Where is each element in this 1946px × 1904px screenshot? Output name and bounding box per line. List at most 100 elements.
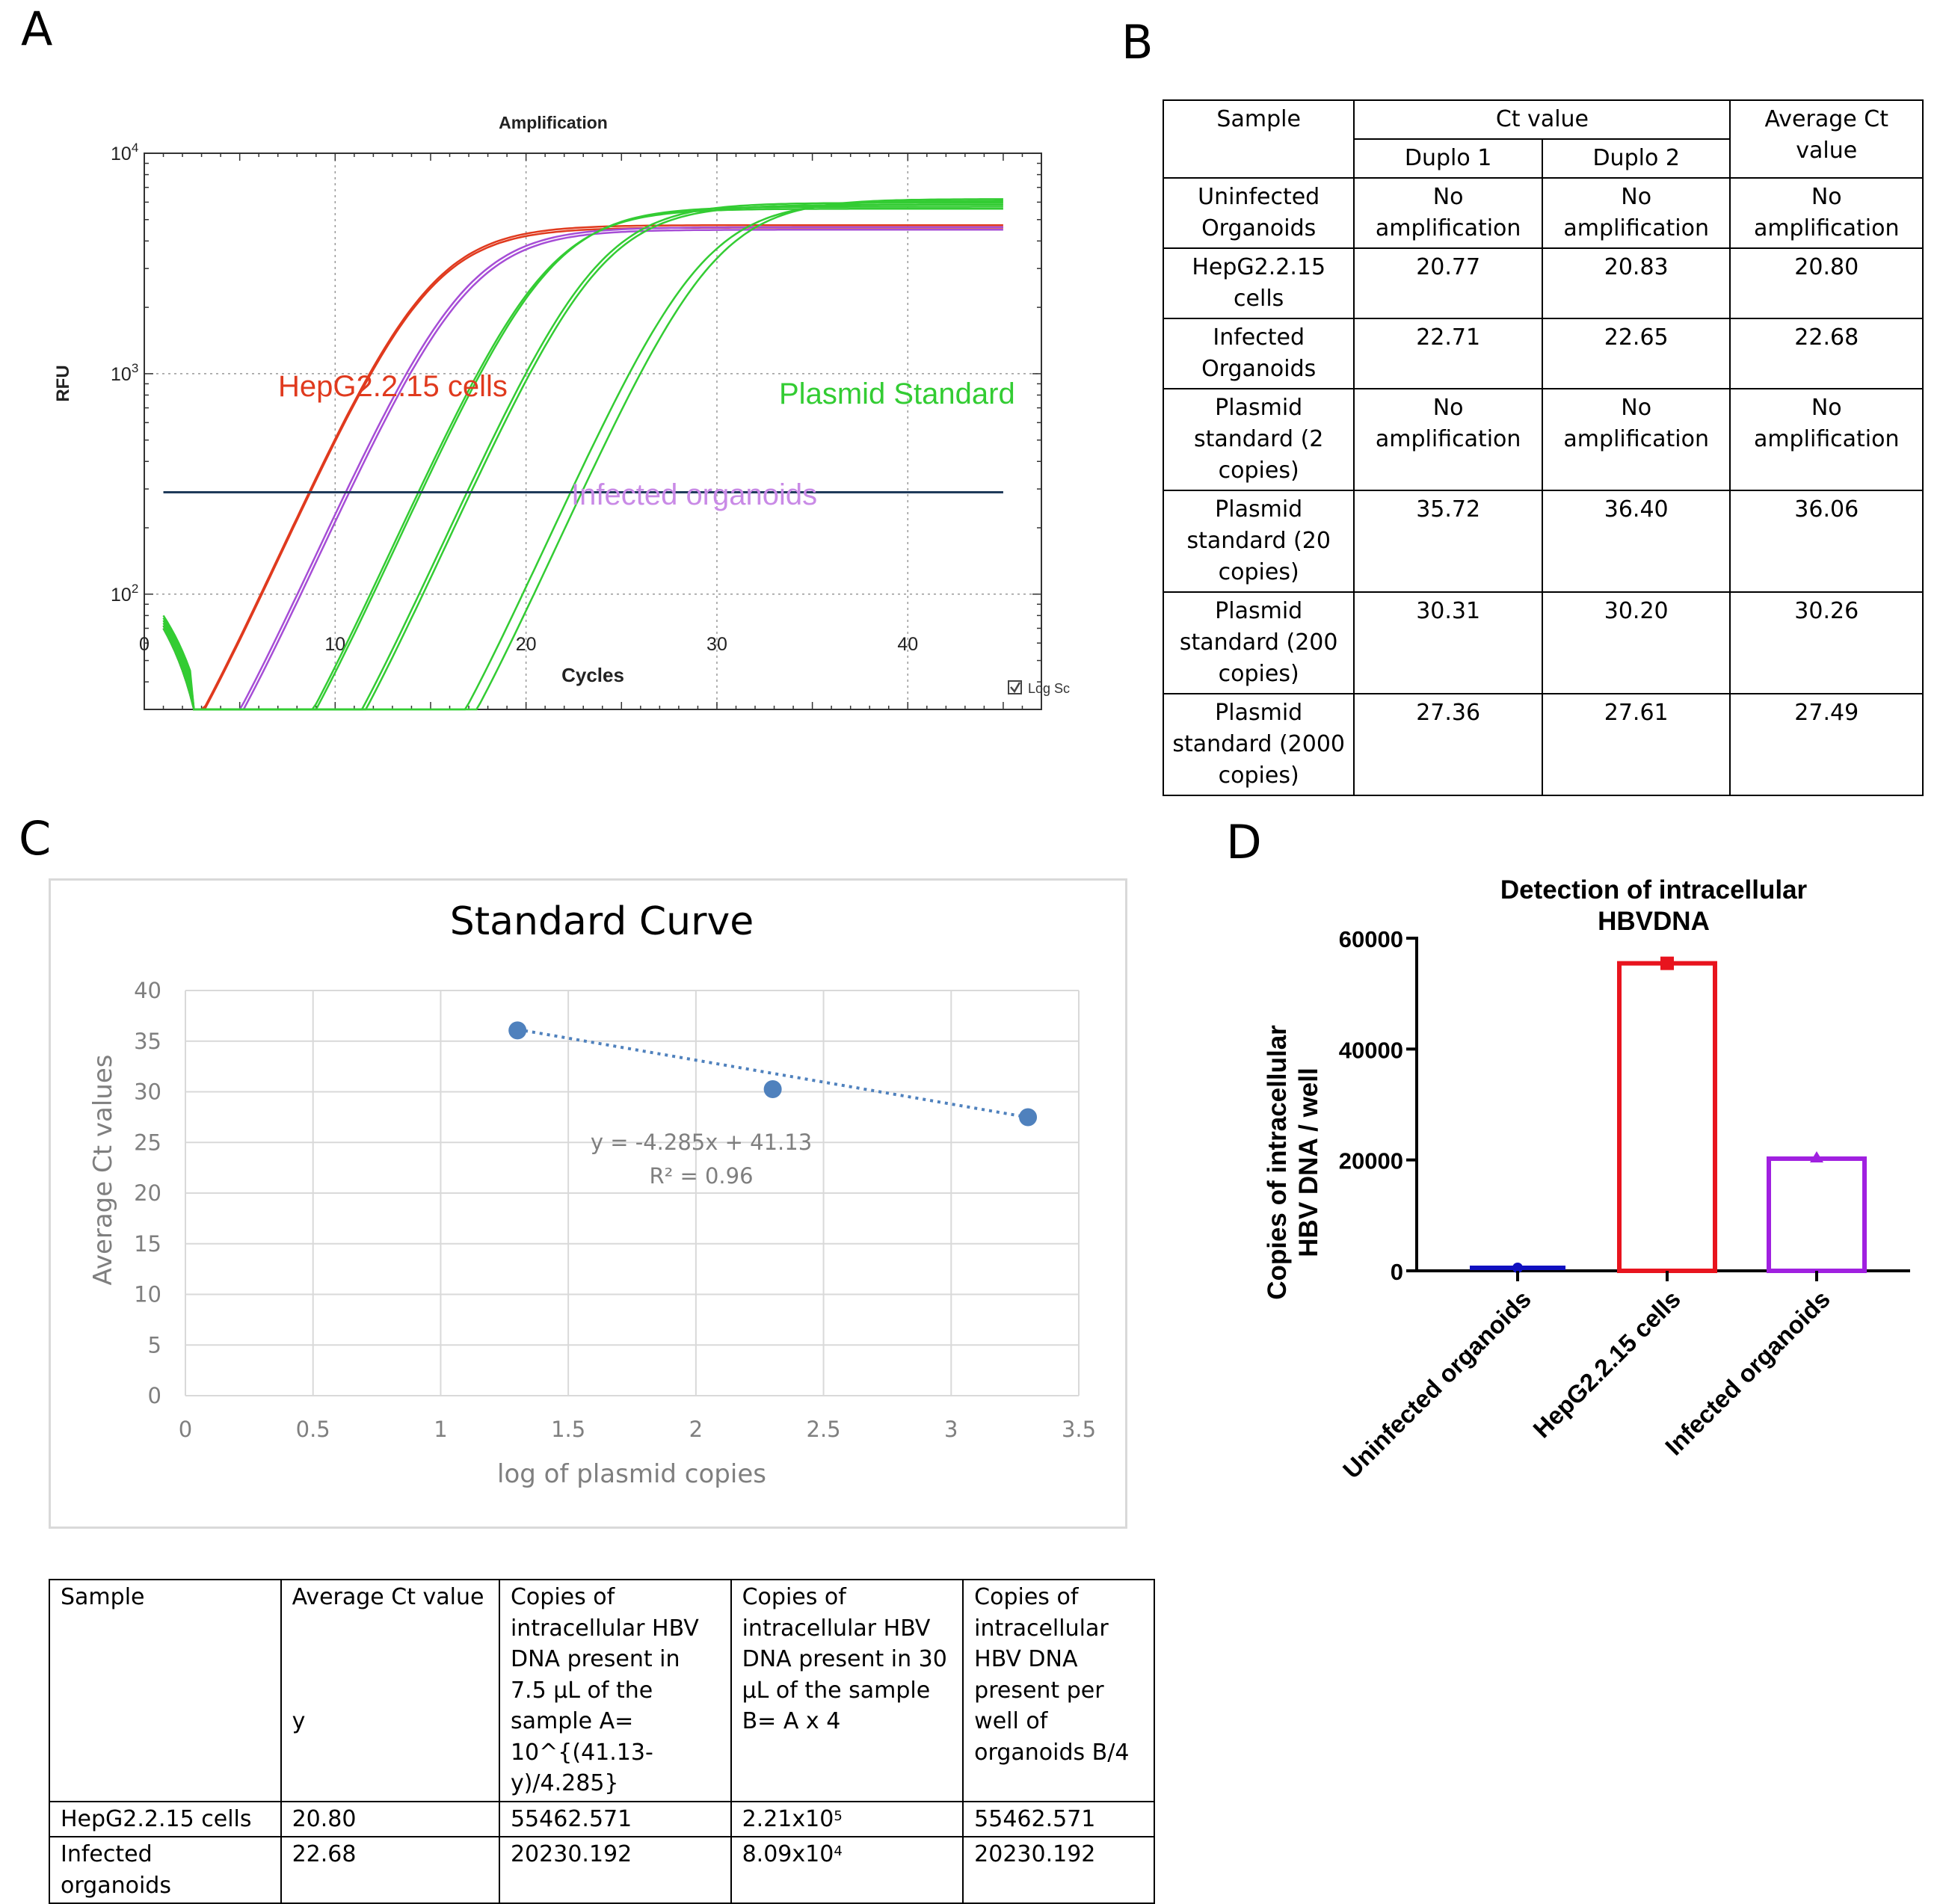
bar [1617,961,1717,1274]
y-tick-label: 5 [148,1332,161,1358]
cell-duplo1: 30.31 [1353,591,1543,694]
trendline-equation: y = -4.285x + 41.13 [591,1130,812,1155]
cell-duplo1: 22.71 [1353,318,1543,389]
cell-sample: Uninfected Organoids [1162,177,1355,249]
cell-sample: Plasmid standard (2000 copies) [1162,693,1355,796]
data-point-marker [1660,956,1674,970]
cell-sample: Infected organoids [49,1836,282,1904]
x-tick-label: 0.5 [296,1417,330,1442]
y-tick-label: 104 [111,141,138,164]
header-average: Average Ct value [1729,99,1924,179]
x-tick-label: 30 [706,634,727,655]
cell-ct: 20.80 [280,1800,500,1837]
panel-label-c: C [19,811,52,866]
header-sample-label: Sample [61,1584,145,1610]
cell-sample: Plasmid standard (20 copies) [1162,490,1355,593]
cell-copies-a: 55462.571 [498,1800,732,1837]
amplification-curve [162,226,1003,711]
cell-duplo1: No amplification [1353,177,1543,249]
bar-chart-title: Detection of intracellular HBVDNA [1500,875,1808,936]
cell-copies-a: 20230.192 [498,1836,732,1904]
cell-average: 30.26 [1729,591,1924,694]
data-point [1019,1108,1038,1127]
annotation-hepg2: HepG2.2.15 cells [278,370,508,403]
cell-average: 27.49 [1729,693,1924,796]
y-tick-label: 40000 [1339,1037,1403,1063]
x-axis-label: Cycles [561,664,624,686]
copies-b-exponent: 4 [834,1843,843,1859]
cell-sample: Plasmid standard (2 copies) [1162,388,1355,491]
y-tick-label: 25 [134,1130,161,1155]
cell-duplo2: 36.40 [1541,490,1731,593]
y-tick-label: 10 [134,1282,161,1307]
bar [1767,1156,1867,1273]
table-row: Plasmid standard (20 copies) 35.72 36.40… [1162,490,1924,593]
header-copies-a: Copies of intracellular HBV DNA present … [498,1579,732,1802]
cell-average: 20.80 [1729,247,1924,319]
formula-a: A= 10^{(41.13-y)/4.285} [510,1708,653,1796]
ct-value-table: Sample Ct value Average Ct value Duplo 1… [1162,99,1924,796]
table-row: Infected organoids 22.68 20230.192 8.09x… [49,1836,1155,1904]
table-row: HepG2.2.15 cells 20.77 20.83 20.80 [1162,247,1924,319]
copies-b-exponent: 5 [834,1808,843,1824]
data-point [508,1021,527,1040]
table-row: Plasmid standard (2 copies) No amplifica… [1162,388,1924,491]
x-tick-label: 3 [944,1417,958,1442]
table-row: Plasmid standard (2000 copies) 27.36 27.… [1162,693,1924,796]
panel-label-d: D [1226,815,1262,869]
copies-b-mantissa: 8.09x10 [742,1841,834,1867]
cell-duplo2: 27.61 [1541,693,1731,796]
cell-duplo2: No amplification [1541,388,1731,491]
standard-curve-chart: Standard Curve 0 5 10 15 20 25 30 35 40 0 0.5 1 1.5 2… [88,899,1096,1489]
log-scale-checkbox[interactable]: Log Sc [1008,680,1070,696]
cell-sample: HepG2.2.15 cells [1162,247,1355,319]
cell-average: 22.68 [1729,318,1924,389]
header-ct-value: Ct value [1353,99,1731,140]
x-axis-label: log of plasmid copies [497,1459,766,1489]
header-copies-b-label: Copies of intracellular HBV DNA present … [742,1584,947,1704]
cell-copies-well: 20230.192 [962,1836,1155,1904]
x-tick-label: 40 [897,634,918,655]
cell-duplo2: No amplification [1541,177,1731,249]
y-tick-label: 0 [148,1383,161,1408]
x-tick-label: 0 [139,634,150,655]
cell-copies-well: 55462.571 [962,1800,1155,1837]
table-row: HepG2.2.15 cells 20.80 55462.571 2.21x10… [49,1800,1155,1837]
y-tick-label: 20 [134,1180,161,1206]
cell-duplo1: 20.77 [1353,247,1543,319]
hbv-dna-bar-chart: Detection of intracellular HBVDNA Copies … [1263,875,1910,1484]
table-row: Plasmid standard (200 copies) 30.31 30.2… [1162,591,1924,694]
x-tick-label: 3.5 [1062,1417,1096,1442]
data-point-marker [1512,1263,1523,1273]
cell-duplo1: No amplification [1353,388,1543,491]
header-sample: Sample [1162,99,1355,179]
cell-copies-b: 8.09x104 [730,1836,964,1904]
cell-sample: Infected Organoids [1162,318,1355,389]
header-average-ct-label: Average Ct value [292,1584,484,1610]
y-axis-label: RFU [53,365,73,401]
y-tick-label: 40 [134,978,161,1003]
amplification-curve [162,200,1003,711]
x-tick-label: Infected organoids [1660,1285,1835,1461]
y-tick-label: 20000 [1339,1148,1403,1174]
log-scale-label: Log Sc [1028,681,1070,696]
y-tick-label: 35 [134,1029,161,1054]
y-tick-label: 60000 [1339,926,1403,952]
panel-label-b: B [1121,15,1154,70]
copies-calculation-table: Sample Average Ct value y Copies of intr… [49,1579,1155,1904]
header-copies-well-label: Copies of intracellular HBV DNA present … [974,1584,1109,1766]
cell-duplo1: 27.36 [1353,693,1543,796]
panel-label-a: A [21,1,53,56]
amplification-title: Amplification [499,113,608,132]
x-tick-label: Uninfected organoids [1337,1285,1536,1484]
amplification-curve [162,224,1003,711]
x-tick-label: 2 [689,1417,703,1442]
table-row: Infected Organoids 22.71 22.65 22.68 [1162,318,1924,389]
standard-curve-title: Standard Curve [450,899,754,944]
cell-duplo1: 35.72 [1353,490,1543,593]
table-row: Uninfected Organoids No amplification No… [1162,177,1924,249]
cell-duplo2: 22.65 [1541,318,1731,389]
x-tick-label: 1.5 [551,1417,585,1442]
data-point-marker [1810,1150,1823,1162]
